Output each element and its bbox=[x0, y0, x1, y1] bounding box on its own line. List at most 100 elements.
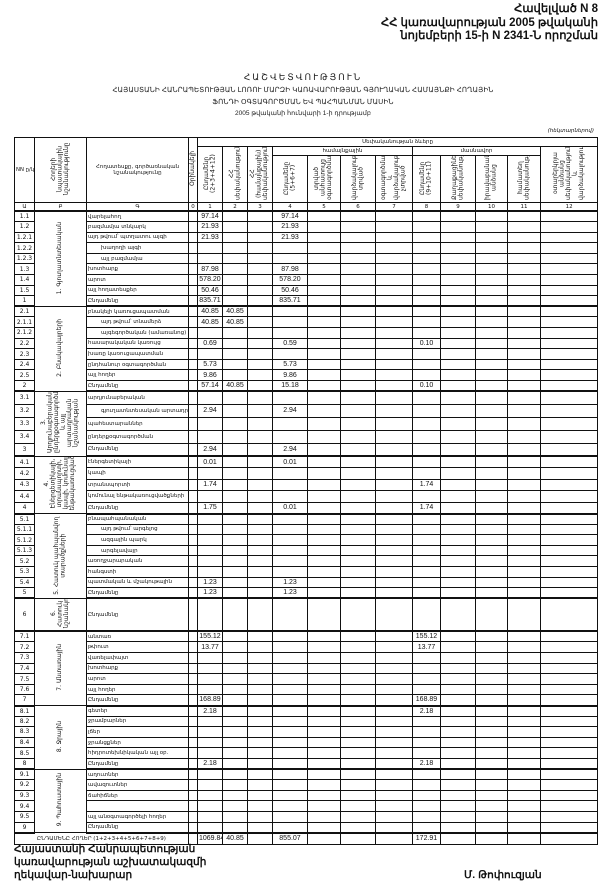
land-type-name: այդ թվում՝ տնամերձ bbox=[86, 316, 189, 329]
value-cell-col-11 bbox=[507, 403, 541, 418]
total-cell-col-3 bbox=[247, 832, 273, 846]
value-cell-col-4 bbox=[272, 467, 308, 480]
table-row-subtotal: 2 Ընդամենը 57.14 40.85 15.18 0.10 bbox=[14, 380, 599, 393]
value-cell-col-6 bbox=[340, 337, 376, 350]
table-row: 5.1 5. Հատուկ պահպանվող տարածքների բնապահպ… bbox=[14, 513, 599, 599]
value-cell-col-4 bbox=[272, 789, 308, 802]
value-cell-col-7 bbox=[375, 305, 413, 318]
table-row-subtotal: 3 Ընդամենը 2.94 2.94 bbox=[14, 442, 599, 458]
value-cell-col-10 bbox=[475, 327, 508, 339]
land-category-label: 1. Գյուղատնտեսական bbox=[34, 210, 87, 307]
value-cell-col-10 bbox=[475, 810, 508, 823]
value-cell-col-10 bbox=[475, 544, 508, 557]
table-row: 8.4 ջրանցքներ bbox=[14, 736, 599, 749]
value-cell-col-7 bbox=[375, 358, 413, 371]
value-cell-col-4 bbox=[272, 348, 308, 360]
table-row: 1.1 1. Գյուղատնտեսական վարելահող 97.14 97.14 bbox=[14, 210, 599, 307]
value-cell-col-8: 2.18 bbox=[412, 757, 441, 771]
table-row-subtotal: 6 6. Հատուկ նշանակության Ընդամենը bbox=[14, 597, 599, 633]
value-cell-col-11 bbox=[507, 597, 541, 633]
land-type-name: պահեստարաններ bbox=[86, 416, 189, 431]
value-cell-col-5 bbox=[307, 673, 341, 685]
header-c12-text: օտարերկրյա անձանց սեփականություն և վարձա… bbox=[551, 146, 585, 201]
value-cell-col-8: 0.10 bbox=[412, 337, 441, 350]
value-cell-col-6 bbox=[340, 597, 376, 633]
header-c6: վարձակալությամբ տրված bbox=[340, 155, 376, 203]
land-type-name: հիդրոտեխնիկական այլ օբ. bbox=[86, 747, 189, 759]
row-number: 1.1 bbox=[14, 210, 35, 223]
value-cell-col-3 bbox=[247, 274, 273, 286]
value-cell-col-12 bbox=[539, 597, 599, 633]
row-number: 7.2 bbox=[14, 641, 35, 654]
value-cell-col-12 bbox=[539, 736, 599, 749]
value-cell-col-12 bbox=[539, 715, 599, 728]
value-cell-col-9 bbox=[440, 380, 476, 393]
value-cell-col-6 bbox=[340, 210, 376, 223]
value-cell-col-5 bbox=[307, 455, 341, 469]
value-cell-col-2 bbox=[222, 747, 248, 759]
value-cell-col-8 bbox=[412, 231, 441, 244]
value-cell-col-2 bbox=[222, 821, 248, 834]
value-cell-col-12 bbox=[539, 231, 599, 244]
value-cell-col-12 bbox=[539, 726, 599, 738]
value-cell-col-3 bbox=[247, 305, 273, 318]
land-category-text: 5. Հատուկ պահպանվող տարածքների bbox=[53, 515, 67, 595]
value-cell-col-0 bbox=[188, 403, 198, 418]
value-cell-col-8 bbox=[412, 662, 441, 675]
value-cell-col-6 bbox=[340, 715, 376, 728]
row-number: 7 bbox=[14, 694, 35, 707]
value-cell-col-5 bbox=[307, 747, 341, 759]
value-cell-col-2 bbox=[222, 576, 248, 589]
land-type-name: լճեր bbox=[86, 726, 189, 738]
value-cell-col-6 bbox=[340, 358, 376, 371]
value-cell-col-1 bbox=[197, 662, 223, 675]
value-cell-col-8 bbox=[412, 726, 441, 738]
value-cell-col-10 bbox=[475, 534, 508, 546]
value-cell-col-6 bbox=[340, 800, 376, 812]
table-row: 1.2 բազմամյա տնկարկ 21.93 21.93 bbox=[14, 221, 599, 233]
value-cell-col-2 bbox=[222, 534, 248, 546]
value-cell-col-2 bbox=[222, 337, 248, 350]
value-cell-col-2 bbox=[222, 358, 248, 371]
value-cell-col-9 bbox=[440, 513, 476, 525]
land-type-name: այլ բազմամյա bbox=[86, 252, 189, 265]
land-type-name: Ընդամենը bbox=[86, 587, 189, 600]
value-cell-col-8 bbox=[412, 544, 441, 557]
value-cell-col-2 bbox=[222, 231, 248, 244]
value-cell-col-4: 87.98 bbox=[272, 263, 308, 276]
value-cell-col-5 bbox=[307, 295, 341, 308]
value-cell-col-7 bbox=[375, 284, 413, 297]
value-cell-col-1 bbox=[197, 429, 223, 444]
value-cell-col-10 bbox=[475, 641, 508, 654]
value-cell-col-0 bbox=[188, 597, 198, 633]
value-cell-col-3 bbox=[247, 555, 273, 568]
value-cell-col-0 bbox=[188, 380, 198, 393]
value-cell-col-0 bbox=[188, 210, 198, 223]
value-cell-col-7 bbox=[375, 736, 413, 749]
value-cell-col-1: 9.86 bbox=[197, 369, 223, 381]
value-cell-col-6 bbox=[340, 403, 376, 418]
table-row: 7.1 7. Անտառային անտառ 155.12 155.12 bbox=[14, 630, 599, 707]
value-cell-col-7 bbox=[375, 490, 413, 503]
value-cell-col-3 bbox=[247, 358, 273, 371]
value-cell-col-10 bbox=[475, 252, 508, 265]
value-cell-col-9 bbox=[440, 641, 476, 654]
value-cell-col-7 bbox=[375, 231, 413, 244]
value-cell-col-3 bbox=[247, 390, 273, 405]
value-cell-col-8 bbox=[412, 779, 441, 791]
value-cell-col-11 bbox=[507, 534, 541, 546]
value-cell-col-7 bbox=[375, 673, 413, 685]
value-cell-col-6 bbox=[340, 369, 376, 381]
value-cell-col-7 bbox=[375, 747, 413, 759]
row-number: 7.3 bbox=[14, 652, 35, 664]
value-cell-col-6 bbox=[340, 747, 376, 759]
land-type-name: վառելափայտ bbox=[86, 652, 189, 664]
value-cell-col-0 bbox=[188, 348, 198, 360]
value-cell-col-9 bbox=[440, 252, 476, 265]
value-cell-col-6 bbox=[340, 316, 376, 329]
value-cell-col-12 bbox=[539, 274, 599, 286]
value-cell-col-2 bbox=[222, 715, 248, 728]
land-type-name: Ընդամենը bbox=[86, 821, 189, 834]
table-row: 3.2 գյուղատնտեսական արտադրական 2.94 2.94 bbox=[14, 403, 599, 418]
value-cell-col-2 bbox=[222, 726, 248, 738]
